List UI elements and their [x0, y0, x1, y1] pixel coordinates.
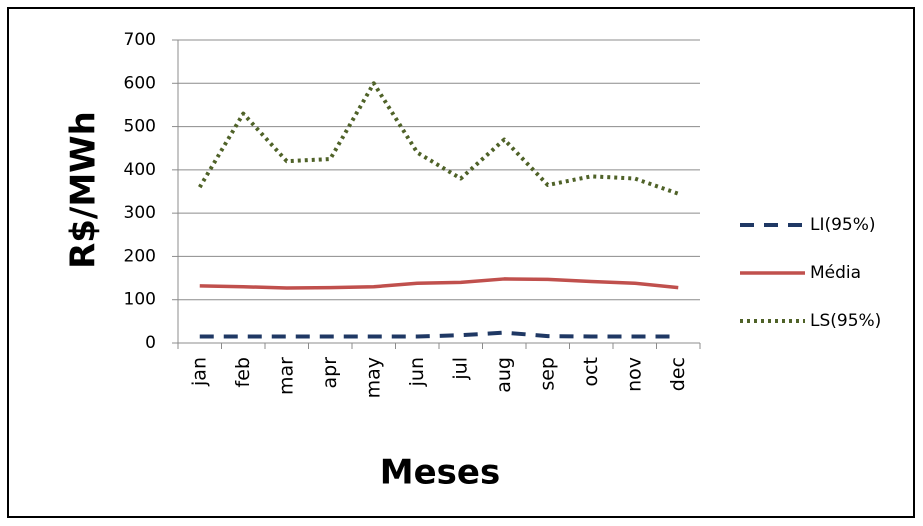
- y-tick-label: 300: [124, 203, 156, 223]
- x-tick-label: oct: [580, 357, 602, 387]
- x-axis-title: Meses: [380, 453, 500, 493]
- x-tick-label: may: [362, 357, 384, 398]
- line-series: [198, 81, 679, 196]
- x-tick-label: nov: [623, 357, 645, 392]
- y-tick-label: 500: [124, 117, 156, 137]
- x-tick-label: sep: [536, 357, 558, 391]
- x-tick-label: jan: [188, 357, 210, 387]
- legend-label: LS(95%): [810, 311, 881, 331]
- chart-border: [7, 7, 915, 518]
- x-tick-label: mar: [275, 357, 297, 395]
- y-tick-label: 0: [145, 333, 156, 353]
- x-tick-label: jul: [449, 357, 471, 381]
- x-tick-label: apr: [319, 357, 341, 389]
- y-tick-label: 100: [124, 290, 156, 310]
- y-tick-label: 700: [124, 30, 156, 50]
- y-tick-label: 600: [124, 73, 156, 93]
- x-tick-label: dec: [667, 357, 689, 391]
- legend-label: LI(95%): [810, 215, 876, 235]
- y-tick-label: 200: [124, 246, 156, 266]
- x-tick-label: feb: [232, 357, 254, 387]
- x-tick-label: jun: [406, 357, 428, 387]
- x-tick-label: aug: [493, 357, 515, 393]
- line-series: [199, 277, 679, 290]
- y-tick-label: 400: [124, 160, 156, 180]
- line-series: [199, 330, 679, 339]
- legend-label: Média: [810, 263, 861, 283]
- y-axis-title: R$/MWh: [64, 111, 104, 269]
